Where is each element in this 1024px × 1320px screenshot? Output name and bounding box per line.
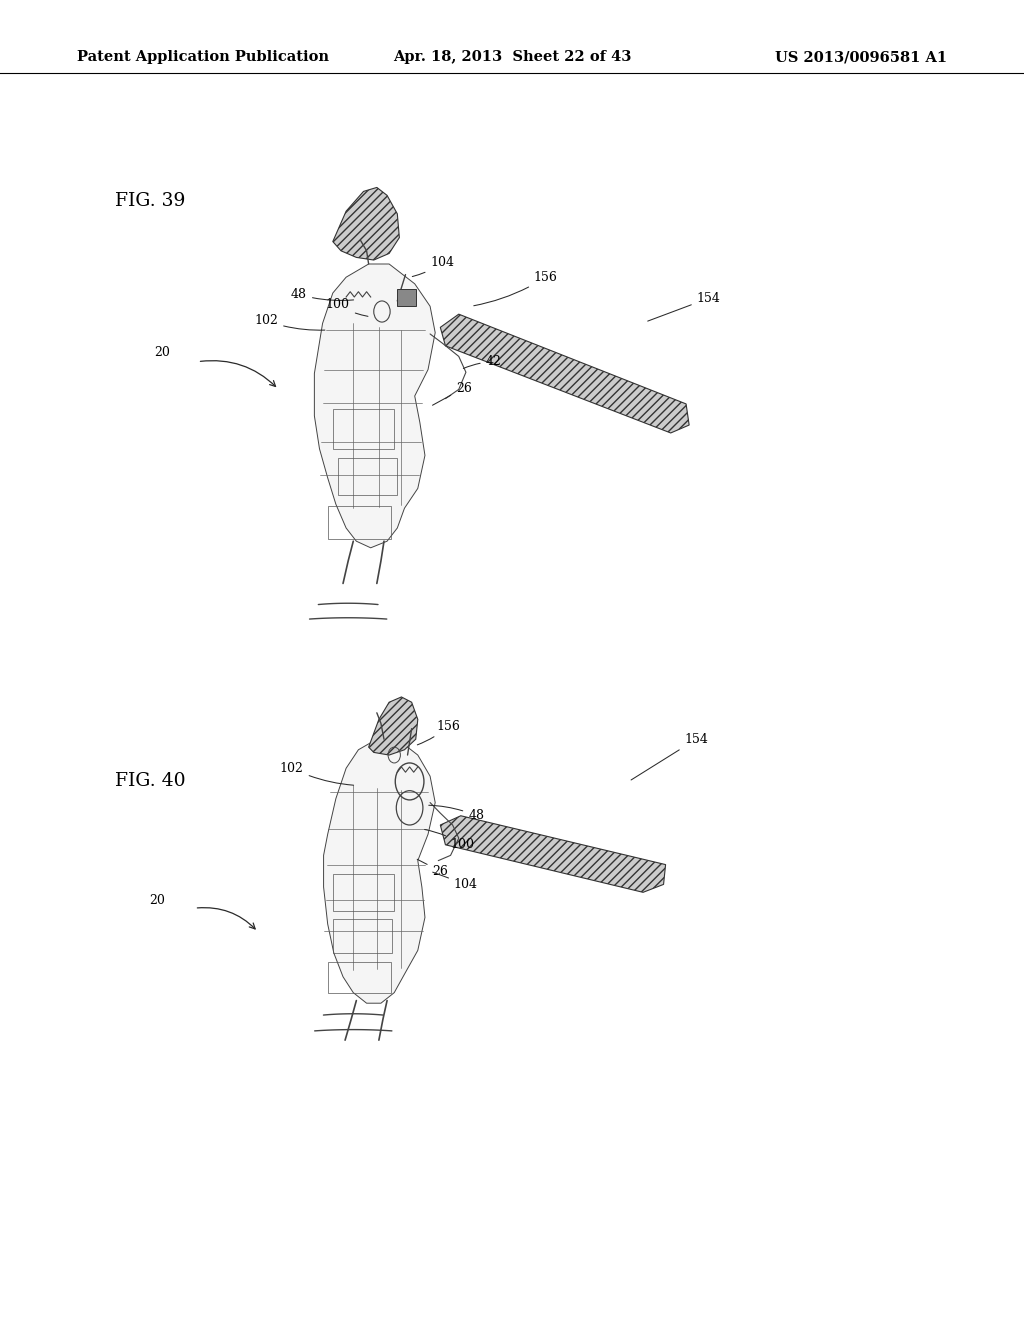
Text: FIG. 40: FIG. 40: [115, 772, 185, 791]
Bar: [333, 409, 394, 449]
Text: 48: 48: [291, 288, 353, 301]
Text: 104: 104: [433, 873, 478, 891]
Text: Apr. 18, 2013  Sheet 22 of 43: Apr. 18, 2013 Sheet 22 of 43: [393, 50, 631, 65]
Text: 102: 102: [254, 314, 325, 330]
Bar: [338, 458, 397, 495]
Text: 154: 154: [631, 733, 709, 780]
Bar: [397, 289, 416, 306]
Text: 26: 26: [417, 859, 449, 878]
Text: 156: 156: [474, 271, 558, 306]
Text: 100: 100: [425, 829, 475, 851]
Text: 154: 154: [648, 292, 721, 321]
Polygon shape: [333, 187, 399, 260]
Bar: [333, 919, 392, 953]
Text: 42: 42: [463, 355, 502, 368]
Polygon shape: [440, 816, 666, 892]
Polygon shape: [324, 739, 435, 1003]
Text: 104: 104: [413, 256, 455, 277]
Text: 20: 20: [154, 346, 170, 359]
Polygon shape: [440, 314, 689, 433]
Text: 100: 100: [326, 298, 368, 317]
Text: 20: 20: [148, 894, 165, 907]
Text: Patent Application Publication: Patent Application Publication: [77, 50, 329, 65]
Text: 156: 156: [418, 719, 461, 744]
Polygon shape: [314, 264, 435, 548]
Bar: [333, 874, 394, 911]
Bar: [328, 962, 391, 993]
Polygon shape: [369, 697, 418, 755]
Text: 26: 26: [432, 381, 472, 405]
Text: 48: 48: [429, 805, 484, 822]
Text: 102: 102: [280, 762, 353, 785]
Bar: [328, 506, 391, 539]
Text: FIG. 39: FIG. 39: [115, 191, 185, 210]
Text: US 2013/0096581 A1: US 2013/0096581 A1: [775, 50, 947, 65]
